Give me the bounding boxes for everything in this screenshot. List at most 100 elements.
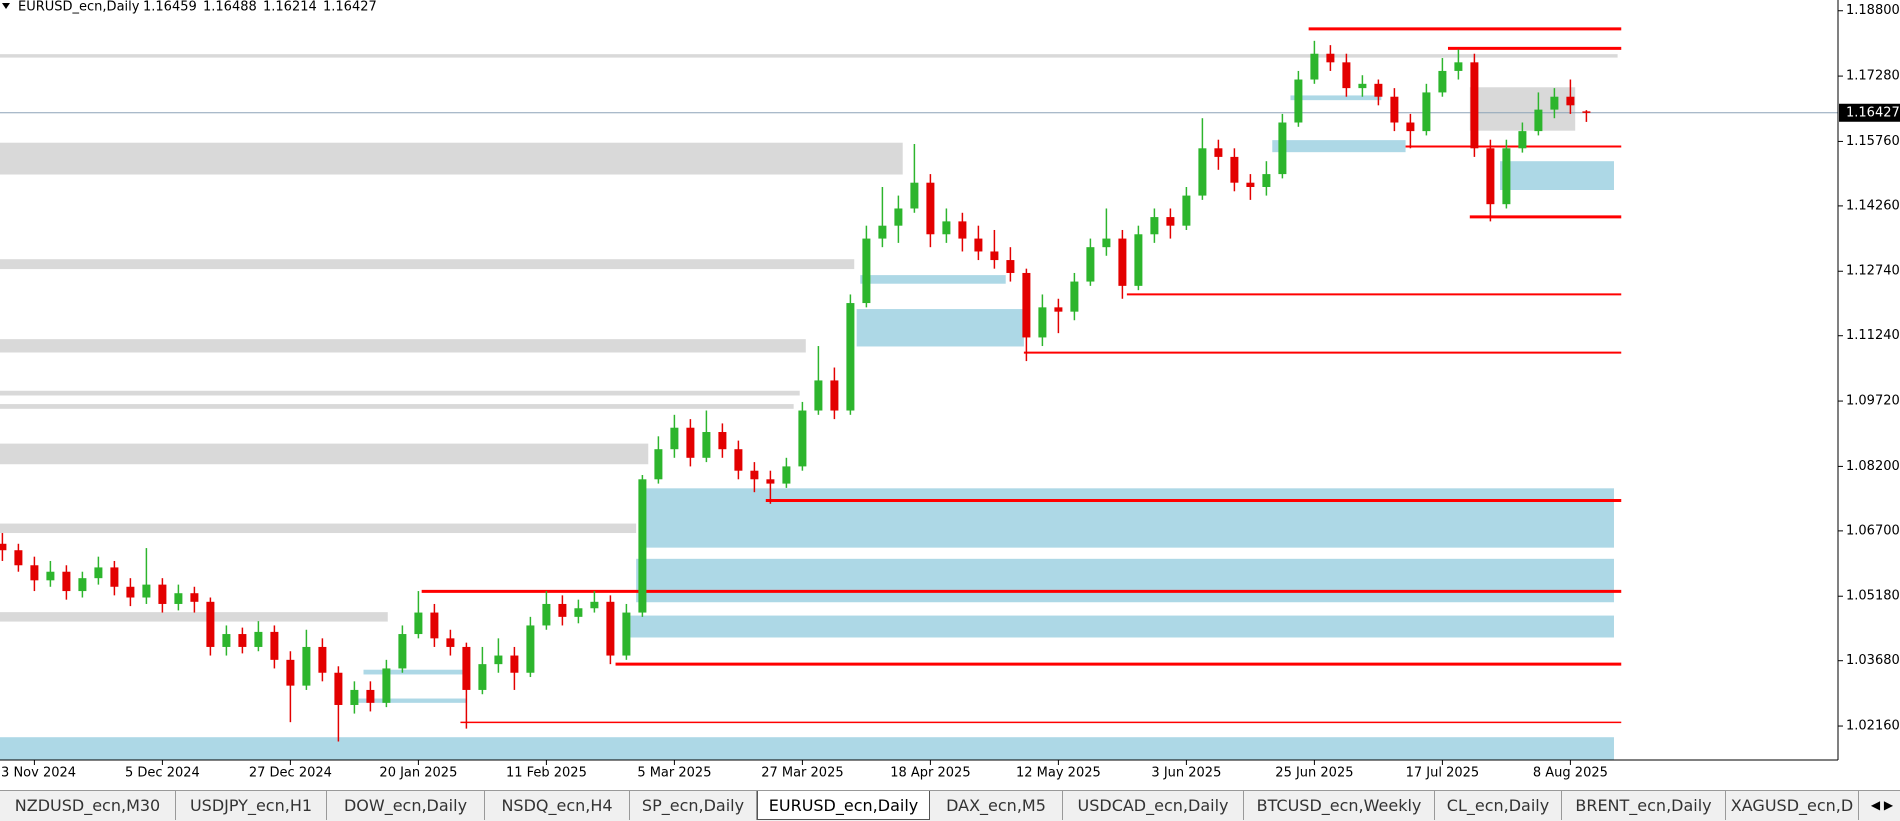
candle-body — [1230, 156, 1239, 183]
tab[interactable]: XAGUSD_ecn,D — [1726, 791, 1859, 820]
zone — [636, 558, 1614, 603]
candle-body — [1086, 247, 1095, 282]
header-high: 1.16488 — [203, 0, 257, 15]
candle-body — [174, 593, 183, 604]
candle-body — [1358, 83, 1367, 89]
candle-body — [1070, 281, 1079, 312]
tab[interactable]: SP_ecn,Daily — [630, 791, 757, 820]
candle-body — [110, 567, 119, 587]
header-low: 1.16214 — [263, 0, 317, 15]
y-tick-label: 1.18800 — [1846, 3, 1900, 18]
x-tick-label: 11 Feb 2025 — [506, 766, 587, 781]
candle-body — [478, 664, 487, 690]
header-open: 1.16459 — [143, 0, 197, 15]
header-symbol: EURUSD_ecn,Daily — [18, 0, 140, 15]
tab[interactable]: EURUSD_ecn,Daily — [757, 791, 930, 820]
y-tick-label: 1.08200 — [1846, 459, 1900, 474]
zone — [0, 404, 794, 409]
candle-body — [734, 449, 743, 471]
y-tick-label: 1.03680 — [1846, 653, 1900, 668]
candle-body — [750, 470, 759, 480]
candle-body — [1422, 92, 1431, 132]
candle-body — [1390, 96, 1399, 123]
x-tick-label: 5 Mar 2025 — [637, 766, 711, 781]
tab[interactable]: DOW_ecn,Daily — [327, 791, 485, 820]
candle-body — [1534, 109, 1543, 132]
zone — [642, 488, 1614, 548]
candle-body — [1022, 272, 1031, 338]
header-close: 1.16427 — [323, 0, 377, 15]
zone — [1290, 95, 1382, 101]
candle-body — [1342, 62, 1351, 89]
candle-body — [1550, 96, 1559, 110]
y-tick-label: 1.06700 — [1846, 523, 1900, 538]
candle-body — [350, 689, 359, 705]
candle-body — [974, 238, 983, 252]
chart: EURUSD_ecn,Daily 1.16459 1.16488 1.16214… — [0, 0, 1900, 781]
x-tick-label: 12 May 2025 — [1016, 766, 1101, 781]
candle-body — [1182, 195, 1191, 226]
candle-body — [94, 567, 103, 579]
candle-body — [1166, 217, 1175, 226]
candle-body — [1102, 238, 1111, 248]
zone — [1272, 140, 1406, 153]
tab[interactable]: NSDQ_ecn,H4 — [485, 791, 630, 820]
y-tick-label: 1.15760 — [1846, 134, 1900, 149]
tab[interactable]: NZDUSD_ecn,M30 — [0, 791, 176, 820]
candle-body — [238, 634, 247, 647]
candle-body — [542, 603, 551, 626]
candle-body — [590, 601, 599, 609]
candle-body — [1438, 70, 1447, 93]
candle-body — [558, 603, 567, 617]
tab[interactable]: USDJPY_ecn,H1 — [176, 791, 327, 820]
candle-body — [622, 612, 631, 656]
candle-body — [1150, 217, 1159, 235]
zone — [0, 737, 1614, 760]
candle-body — [1134, 234, 1143, 286]
tab[interactable]: DAX_ecn,M5 — [930, 791, 1063, 820]
x-tick-label: 5 Dec 2024 — [125, 766, 200, 781]
candle-body — [1006, 260, 1015, 273]
zone — [860, 275, 1006, 284]
candle-body — [286, 659, 295, 686]
x-tick-label: 27 Mar 2025 — [761, 766, 843, 781]
tab[interactable]: BRENT_ecn,Daily — [1562, 791, 1726, 820]
candle-body — [30, 565, 39, 581]
tab-bar: NZDUSD_ecn,M30 USDJPY_ecn,H1 DOW_ecn,Daily… — [0, 790, 1900, 821]
candle-body — [190, 593, 199, 602]
candle-body — [1054, 307, 1063, 312]
candle-body — [1310, 53, 1319, 80]
candle-body — [654, 449, 663, 480]
candle-body — [254, 631, 263, 647]
candle-body — [46, 571, 55, 581]
candle-body — [718, 432, 727, 450]
candle-body — [814, 380, 823, 411]
tab[interactable]: USDCAD_ecn,Daily — [1063, 791, 1244, 820]
candle-body — [958, 221, 967, 239]
candle-body — [878, 225, 887, 239]
candle-body — [862, 238, 871, 304]
x-tick-label: 18 Apr 2025 — [890, 766, 970, 781]
zone — [357, 698, 467, 703]
tab[interactable]: CL_ecn,Daily — [1435, 791, 1562, 820]
candle-body — [382, 668, 391, 703]
y-tick-label: 1.12740 — [1846, 264, 1900, 279]
candle-body — [126, 586, 135, 598]
candle-body — [222, 634, 231, 647]
tab-scroll[interactable]: ◀ ▶ — [1864, 791, 1900, 820]
candle-body — [1262, 174, 1271, 187]
tab[interactable]: BTCUSD_ecn,Weekly — [1244, 791, 1435, 820]
candle-body — [446, 638, 455, 647]
candle-body — [526, 625, 535, 673]
candle-body — [830, 380, 839, 411]
y-tick-label: 1.11240 — [1846, 328, 1900, 343]
zone — [0, 390, 800, 396]
candle-body — [766, 479, 775, 484]
candle-body — [14, 550, 23, 566]
zone — [0, 523, 637, 534]
candle-body — [1038, 307, 1047, 338]
zone — [0, 54, 1618, 58]
candle-body — [926, 182, 935, 235]
candle-body — [366, 689, 375, 703]
